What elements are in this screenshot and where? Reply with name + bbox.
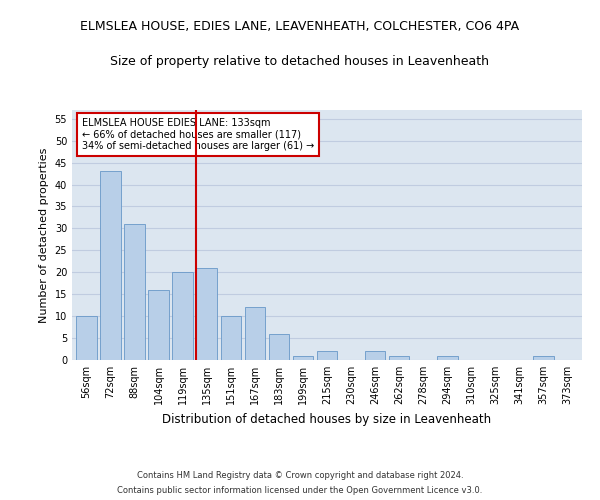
- Bar: [124, 224, 145, 360]
- Bar: [269, 334, 289, 360]
- Text: ELMSLEA HOUSE, EDIES LANE, LEAVENHEATH, COLCHESTER, CO6 4PA: ELMSLEA HOUSE, EDIES LANE, LEAVENHEATH, …: [80, 20, 520, 33]
- Bar: [437, 356, 458, 360]
- Text: Contains HM Land Registry data © Crown copyright and database right 2024.: Contains HM Land Registry data © Crown c…: [137, 471, 463, 480]
- Text: Size of property relative to detached houses in Leavenheath: Size of property relative to detached ho…: [110, 55, 490, 68]
- X-axis label: Distribution of detached houses by size in Leavenheath: Distribution of detached houses by size …: [163, 412, 491, 426]
- Bar: [389, 356, 409, 360]
- Bar: [293, 356, 313, 360]
- Text: Contains public sector information licensed under the Open Government Licence v3: Contains public sector information licen…: [118, 486, 482, 495]
- Y-axis label: Number of detached properties: Number of detached properties: [39, 148, 49, 322]
- Bar: [245, 308, 265, 360]
- Bar: [172, 272, 193, 360]
- Bar: [317, 351, 337, 360]
- Bar: [76, 316, 97, 360]
- Bar: [365, 351, 385, 360]
- Bar: [148, 290, 169, 360]
- Text: ELMSLEA HOUSE EDIES LANE: 133sqm
← 66% of detached houses are smaller (117)
34% : ELMSLEA HOUSE EDIES LANE: 133sqm ← 66% o…: [82, 118, 314, 150]
- Bar: [221, 316, 241, 360]
- Bar: [100, 172, 121, 360]
- Bar: [196, 268, 217, 360]
- Bar: [533, 356, 554, 360]
